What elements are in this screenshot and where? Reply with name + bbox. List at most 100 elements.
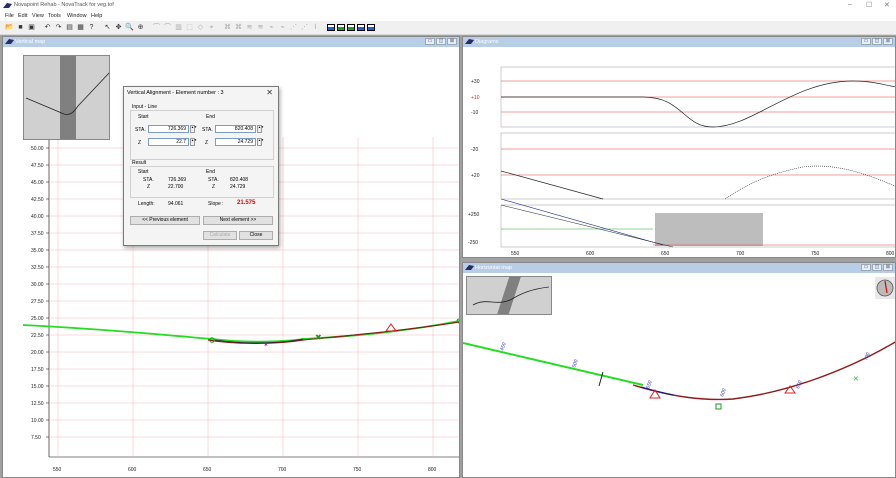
window-restore-button[interactable]: ◫ <box>872 264 882 271</box>
menu-window[interactable]: Window <box>67 13 87 19</box>
dialog-close-button[interactable]: Close <box>239 231 273 240</box>
diagram-axis-label: -20 <box>471 147 478 153</box>
start-z-spinner[interactable]: ▲▼ <box>190 138 197 146</box>
x-axis-label: 650 <box>203 467 212 473</box>
print-icon[interactable]: ▦ <box>77 24 84 31</box>
layout-2-icon[interactable] <box>337 24 345 31</box>
input-group-label: Input - Line <box>132 104 158 110</box>
minimize-button[interactable]: – <box>848 1 852 8</box>
window-minimize-button[interactable]: ▭ <box>861 38 871 45</box>
layout-5-icon[interactable] <box>367 24 375 31</box>
cross-section-inset <box>23 55 110 140</box>
diagrams-canvas[interactable]: +30 +10 -10 -20 +20 +250 -250 550 600 650 700 750 80… <box>463 47 896 258</box>
tool-c-icon[interactable]: ≋ <box>246 24 253 31</box>
y-axis-label: 7.50 <box>31 435 41 441</box>
tool-e-icon[interactable]: ⌁ <box>269 24 274 31</box>
menu-view[interactable]: View <box>32 13 44 19</box>
curve-icon[interactable]: ⌒ <box>153 24 160 31</box>
element-start-marker[interactable] <box>209 337 215 343</box>
next-element-button[interactable]: Next element >> <box>203 216 273 225</box>
selection-box <box>655 213 763 246</box>
menu-edit[interactable]: Edit <box>18 13 28 19</box>
y-axis-label: 12.50 <box>31 401 44 407</box>
menu-file[interactable]: File <box>5 13 14 19</box>
end-z-spinner[interactable]: ▲▼ <box>257 138 264 146</box>
help-icon[interactable]: ? <box>89 24 94 31</box>
length-value: 94.061 <box>168 201 184 207</box>
menu-help[interactable]: Help <box>91 13 103 19</box>
window-close-button[interactable]: ⊠ <box>447 38 457 45</box>
window-restore-button[interactable]: ◫ <box>436 38 446 45</box>
previous-element-button[interactable]: << Previous element <box>130 216 200 225</box>
pvi-triangle-marker[interactable] <box>385 323 397 332</box>
toolbar: 📂 ■ ▣ ↶ ↷ ▤ ▦? ↖ ✥ 🔍 ⊕ ⌒ ⌒ ▥ ⬚ ◇ ⌖ ⌘ ⌘ ≋ ≋ ⌁ ⌁ ⋰ ⋰ ⌇ <box>0 21 896 35</box>
close-button[interactable]: ✕ <box>884 2 890 9</box>
curve-icon[interactable]: ⌒ <box>164 24 171 31</box>
y-axis-label: 25.00 <box>31 316 44 322</box>
horizontal-map-titlebar[interactable]: Horizontal map ▭ ◫ ⊠ <box>463 263 895 273</box>
end-sta-input[interactable]: 820.408 <box>215 125 256 133</box>
station-label: 450 <box>499 342 508 352</box>
diagram-x-label: 650 <box>661 251 670 257</box>
tool-f-icon[interactable]: ⌁ <box>280 24 285 31</box>
save-as-icon[interactable]: ▣ <box>28 24 35 31</box>
window-restore-button[interactable]: ◫ <box>872 38 882 45</box>
svg-text:✕: ✕ <box>853 376 859 383</box>
start-z-input[interactable]: 22.7 <box>148 138 189 146</box>
window-minimize-button[interactable]: ▭ <box>425 38 435 45</box>
app-title: Novapoint Rehab - NovaTrack for veg.tof <box>14 2 114 8</box>
zoom-window-icon[interactable]: ⊕ <box>137 24 144 31</box>
element-marker[interactable] <box>715 403 722 410</box>
measure-icon[interactable]: ⌖ <box>209 24 214 31</box>
end-z-input[interactable]: 24.729 <box>215 138 256 146</box>
redo-icon[interactable]: ↷ <box>55 24 62 31</box>
window-minimize-button[interactable]: ▭ <box>861 264 871 271</box>
y-axis-label: 17.50 <box>31 367 44 373</box>
sta-label: STA. <box>135 127 146 133</box>
design-profile-line <box>207 321 459 344</box>
z-label: Z <box>138 140 142 146</box>
vertex-marker[interactable]: ✶ <box>263 341 269 349</box>
layout-1-icon[interactable] <box>327 24 335 31</box>
diagram-x-label: 750 <box>811 251 820 257</box>
tool-a-icon[interactable]: ⌘ <box>224 24 231 31</box>
tool-b-icon[interactable]: ⌘ <box>235 24 242 31</box>
select-icon[interactable]: ⬚ <box>186 24 193 31</box>
end-marker[interactable] <box>456 318 460 324</box>
diagram-x-label: 600 <box>586 251 595 257</box>
vertical-map-titlebar[interactable]: Vertical map ▭ ◫ ⊠ <box>3 37 459 47</box>
eraser-icon[interactable]: ◇ <box>197 24 204 31</box>
vertical-map-canvas[interactable]: ✖ ✶ 50.00 47.50 45.00 42.50 40.00 37.50 35.00 3… <box>3 47 460 478</box>
undo-icon[interactable]: ↶ <box>44 24 51 31</box>
tool-h-icon[interactable]: ⋰ <box>301 24 308 31</box>
start-sta-input[interactable]: 726.369 <box>148 125 189 133</box>
menu-tools[interactable]: Tools <box>48 13 61 19</box>
result-end-z: 24.729 <box>230 184 246 190</box>
layout-3-icon[interactable] <box>347 24 355 31</box>
pointer-icon[interactable]: ↖ <box>104 24 111 31</box>
horizontal-map-canvas[interactable]: ✕ 450 500 550 600 650 700 <box>463 273 896 478</box>
tool-d-icon[interactable]: ≋ <box>257 24 264 31</box>
result-group-label: Result <box>132 160 147 166</box>
window-close-button[interactable]: ⊠ <box>883 38 893 45</box>
start-sta-spinner[interactable]: ▲▼ <box>190 125 197 133</box>
calculate-button[interactable]: Calculate <box>203 231 237 240</box>
x-axis-label: 750 <box>353 467 362 473</box>
tool-g-icon[interactable]: ⋰ <box>290 24 297 31</box>
dialog-close-icon[interactable]: ✕ <box>266 88 273 97</box>
open-icon[interactable]: 📂 <box>5 24 14 31</box>
window-close-button[interactable]: ⊠ <box>883 264 893 271</box>
layout-4-icon[interactable] <box>357 24 365 31</box>
tool-i-icon[interactable]: ⌇ <box>313 24 318 31</box>
zoom-icon[interactable]: 🔍 <box>125 24 134 31</box>
pan-icon[interactable]: ✥ <box>115 24 122 31</box>
maximize-button[interactable]: ☐ <box>866 2 873 9</box>
save-icon[interactable]: ■ <box>18 24 23 31</box>
start-label: Start <box>138 114 149 120</box>
element-marker-x[interactable]: ✖ <box>315 333 322 342</box>
copy-icon[interactable]: ▤ <box>66 24 73 31</box>
diagrams-titlebar[interactable]: Diagrams ▭ ◫ ⊠ <box>463 37 895 47</box>
result-start-label: Start <box>138 169 149 175</box>
grid-icon[interactable]: ▥ <box>175 24 182 31</box>
end-sta-spinner[interactable]: ▲▼ <box>257 125 264 133</box>
